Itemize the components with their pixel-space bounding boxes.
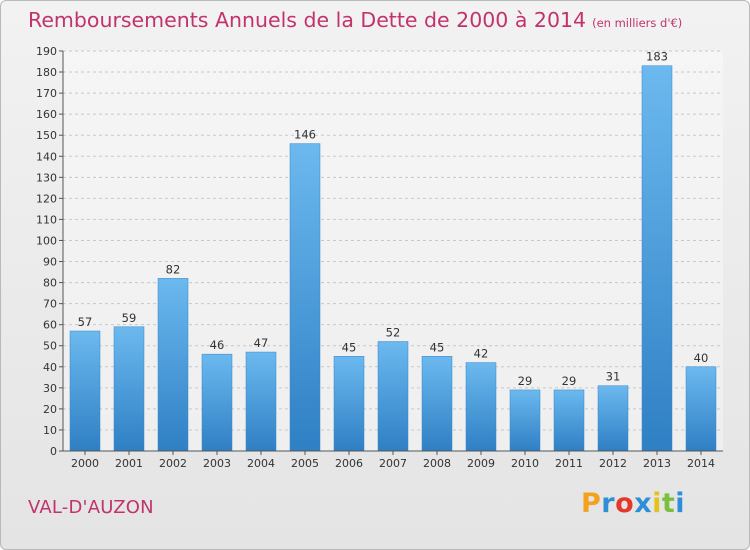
value-label-2000: 57: [78, 315, 93, 329]
x-tick-label-2014: 2014: [687, 457, 715, 470]
x-axis: 2000 2001 2002 2003 2004 2005 2006 2007 2008 2009…: [63, 450, 723, 470]
value-label-2001: 59: [122, 311, 137, 325]
bar-2004: [245, 351, 277, 452]
x-tick-label-2004: 2004: [247, 457, 275, 470]
y-tick-label: 170: [36, 87, 57, 100]
x-tick-label-2009: 2009: [467, 457, 495, 470]
y-tick-label: 60: [43, 319, 57, 332]
y-tick-label: 10: [43, 424, 57, 437]
proxiti-logo: Proxiti: [581, 488, 685, 519]
bar-2011: [553, 389, 585, 452]
x-tick-label-2012: 2012: [599, 457, 627, 470]
logo-letter: t: [661, 488, 676, 519]
y-tick-label: 120: [36, 192, 57, 205]
chart-title: Remboursements Annuels de la Dette de 20…: [28, 8, 682, 32]
y-tick-label: 150: [36, 129, 57, 142]
value-label-2010: 29: [518, 374, 533, 388]
y-tick-label: 130: [36, 171, 57, 184]
y-tick-label: 140: [36, 150, 57, 163]
logo-letter: i: [652, 488, 662, 519]
bar-2007: [377, 341, 409, 452]
x-tick-label-2000: 2000: [71, 457, 99, 470]
x-tick-label-2007: 2007: [379, 457, 407, 470]
bar-2010: [509, 389, 541, 452]
value-label-2006: 45: [342, 340, 357, 354]
y-tick-label: 180: [36, 66, 57, 79]
bar-2014: [685, 366, 717, 452]
y-tick-label: 70: [43, 298, 57, 311]
x-tick-label-2006: 2006: [335, 457, 363, 470]
value-label-2007: 52: [386, 326, 401, 340]
bar-2000: [69, 330, 101, 452]
x-tick-label-2003: 2003: [203, 457, 231, 470]
x-tick-label-2008: 2008: [423, 457, 451, 470]
logo-letter: r: [601, 488, 616, 519]
logo-letter: o: [615, 488, 635, 519]
y-tick-label: 20: [43, 403, 57, 416]
commune-name: VAL-D'AUZON: [28, 497, 154, 518]
logo-letter: x: [634, 488, 653, 519]
y-tick-label: 0: [50, 445, 57, 458]
value-label-2012: 31: [606, 370, 621, 384]
x-tick-label-2005: 2005: [291, 457, 319, 470]
value-label-2014: 40: [694, 351, 709, 365]
value-label-2009: 42: [474, 347, 489, 361]
bar-2012: [597, 385, 629, 452]
bar-2009: [465, 362, 497, 452]
value-label-2011: 29: [562, 374, 577, 388]
y-tick-label: 30: [43, 382, 57, 395]
bar-2001: [113, 326, 145, 452]
x-tick-label-2002: 2002: [159, 457, 187, 470]
value-label-2005: 146: [294, 128, 316, 142]
chart-title-text: Remboursements Annuels de la Dette de 20…: [28, 8, 587, 32]
y-tick-label: 110: [36, 213, 57, 226]
logo-letter: P: [581, 488, 602, 519]
value-label-2013: 183: [646, 50, 668, 64]
bar-2002: [157, 278, 189, 452]
logo-letter: i: [675, 488, 686, 519]
value-label-2008: 45: [430, 340, 445, 354]
bar-2005: [289, 143, 321, 452]
y-tick-label: 160: [36, 108, 57, 121]
x-tick-label-2001: 2001: [115, 457, 143, 470]
value-label-2004: 47: [254, 336, 269, 350]
bars: 57 59 82 46 47 146 45 52 45 42 29 29 31 183 40: [69, 50, 717, 452]
x-tick-label-2010: 2010: [511, 457, 539, 470]
value-label-2003: 46: [210, 338, 225, 352]
bar-2003: [201, 353, 233, 452]
bar-2013: [641, 65, 673, 452]
y-tick-label: 80: [43, 277, 57, 290]
chart-subtitle: (en milliers d'€): [592, 16, 683, 30]
y-axis: 0 10 20 30 40 50 60 70 80 90 100 110 120 130 140 150 160…: [36, 45, 64, 458]
x-tick-label-2013: 2013: [643, 457, 671, 470]
y-tick-label: 50: [43, 340, 57, 353]
y-tick-label: 190: [36, 45, 57, 58]
y-tick-label: 40: [43, 361, 57, 374]
x-tick-label-2011: 2011: [555, 457, 583, 470]
bar-2006: [333, 356, 365, 452]
bar-2008: [421, 356, 453, 452]
y-tick-label: 100: [36, 234, 57, 247]
value-label-2002: 82: [166, 262, 181, 276]
y-tick-label: 90: [43, 256, 57, 269]
